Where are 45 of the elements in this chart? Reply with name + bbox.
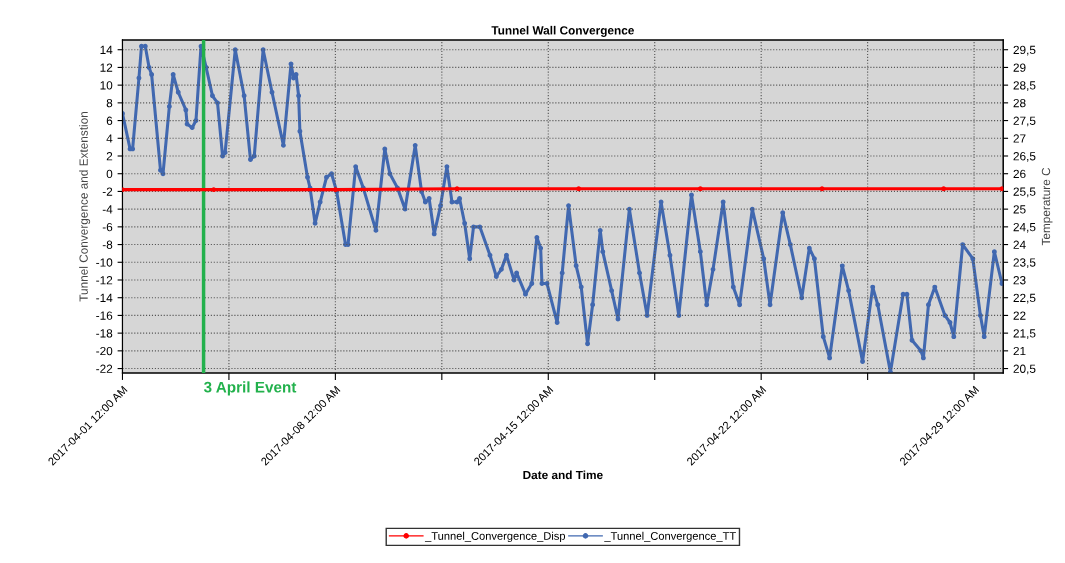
y-axis-title: Tunnel Convergence and Extenstion — [79, 111, 91, 302]
y2-axis-title: Temperature C — [1041, 167, 1053, 246]
y-tick-label: 6 — [106, 116, 113, 125]
y-tick-label: 10 — [100, 81, 113, 90]
y2-tick-label: 23,5 — [1013, 258, 1036, 269]
y2-tick-label: 25,5 — [1013, 187, 1036, 198]
y-tick-label: -8 — [102, 240, 113, 249]
y2-tick-label: 23 — [1013, 276, 1026, 285]
y2-tick-label: 22,5 — [1013, 293, 1036, 304]
y-tick-label: -18 — [96, 329, 113, 338]
y-tick-label: -2 — [102, 187, 113, 196]
y-tick-label: -16 — [96, 311, 113, 320]
y-tick-label: -4 — [102, 205, 113, 214]
y-tick-label: 4 — [106, 134, 113, 143]
y-tick-label: 14 — [100, 45, 113, 54]
y2-tick-label: 22 — [1013, 311, 1026, 320]
y2-tick-label: 25 — [1013, 205, 1026, 214]
y2-tick-label: 20,5 — [1013, 364, 1036, 375]
legend-label: _Tunnel_Convergence_Disp — [424, 531, 566, 543]
y-tick-label: -20 — [96, 346, 113, 356]
y-tick-label: -10 — [96, 258, 113, 267]
y2-tick-label: 28 — [1013, 98, 1026, 108]
y2-tick-label: 24,5 — [1013, 222, 1036, 233]
y2-tick-label: 27,5 — [1013, 116, 1036, 127]
legend-label: _Tunnel_Convergence_TT — [604, 531, 736, 543]
y-tick-label: 12 — [100, 63, 113, 72]
y-tick-label: 0 — [106, 169, 113, 179]
y2-tick-label: 26 — [1013, 169, 1026, 179]
chart-title: Tunnel Wall Convergence — [491, 25, 634, 37]
y2-tick-label: 29,5 — [1013, 45, 1036, 56]
y2-tick-label: 26,5 — [1013, 152, 1036, 162]
ref-line-label: 3 April Event — [203, 381, 297, 396]
y2-tick-label: 21,5 — [1013, 329, 1036, 339]
y2-tick-label: 24 — [1013, 240, 1026, 249]
y2-tick-label: 27 — [1013, 134, 1026, 143]
y2-tick-label: 29 — [1013, 63, 1026, 72]
y-tick-label: 8 — [106, 98, 113, 108]
x-axis-title: Date and Time — [523, 470, 603, 480]
y-tick-label: -6 — [102, 222, 113, 232]
y-tick-label: 2 — [106, 152, 113, 161]
y2-tick-label: 28,5 — [1013, 81, 1036, 91]
y-tick-label: -14 — [96, 293, 113, 302]
y-tick-label: -22 — [96, 364, 113, 373]
y2-tick-label: 21 — [1013, 346, 1026, 356]
y-tick-label: -12 — [96, 276, 113, 285]
